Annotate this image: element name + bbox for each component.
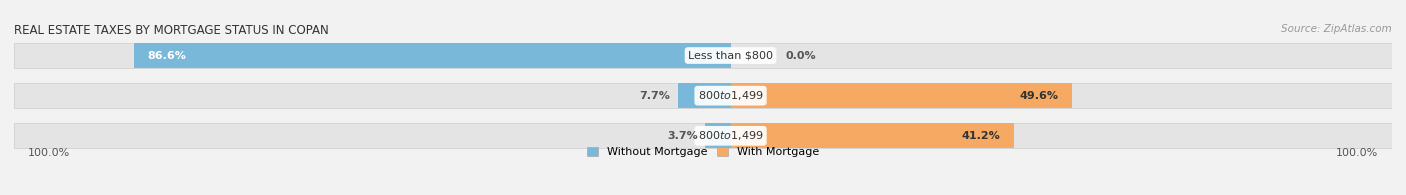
Text: 7.7%: 7.7% bbox=[640, 91, 671, 101]
Text: 0.0%: 0.0% bbox=[786, 51, 817, 60]
Bar bbox=[678, 83, 731, 108]
Text: REAL ESTATE TAXES BY MORTGAGE STATUS IN COPAN: REAL ESTATE TAXES BY MORTGAGE STATUS IN … bbox=[14, 24, 329, 37]
Text: Source: ZipAtlas.com: Source: ZipAtlas.com bbox=[1281, 24, 1392, 34]
Text: 100.0%: 100.0% bbox=[1336, 148, 1378, 158]
Text: 100.0%: 100.0% bbox=[28, 148, 70, 158]
Text: 49.6%: 49.6% bbox=[1019, 91, 1059, 101]
Bar bbox=[14, 123, 1392, 148]
Text: $800 to $1,499: $800 to $1,499 bbox=[697, 129, 763, 142]
Text: 86.6%: 86.6% bbox=[148, 51, 187, 60]
Text: 41.2%: 41.2% bbox=[962, 131, 1001, 141]
Bar bbox=[731, 123, 1014, 148]
Bar bbox=[704, 123, 731, 148]
Bar bbox=[14, 83, 1392, 108]
Bar bbox=[134, 43, 731, 68]
Bar bbox=[731, 83, 1073, 108]
Text: Less than $800: Less than $800 bbox=[688, 51, 773, 60]
Text: 3.7%: 3.7% bbox=[668, 131, 699, 141]
Bar bbox=[14, 43, 1392, 68]
Legend: Without Mortgage, With Mortgage: Without Mortgage, With Mortgage bbox=[588, 147, 818, 157]
Text: $800 to $1,499: $800 to $1,499 bbox=[697, 89, 763, 102]
